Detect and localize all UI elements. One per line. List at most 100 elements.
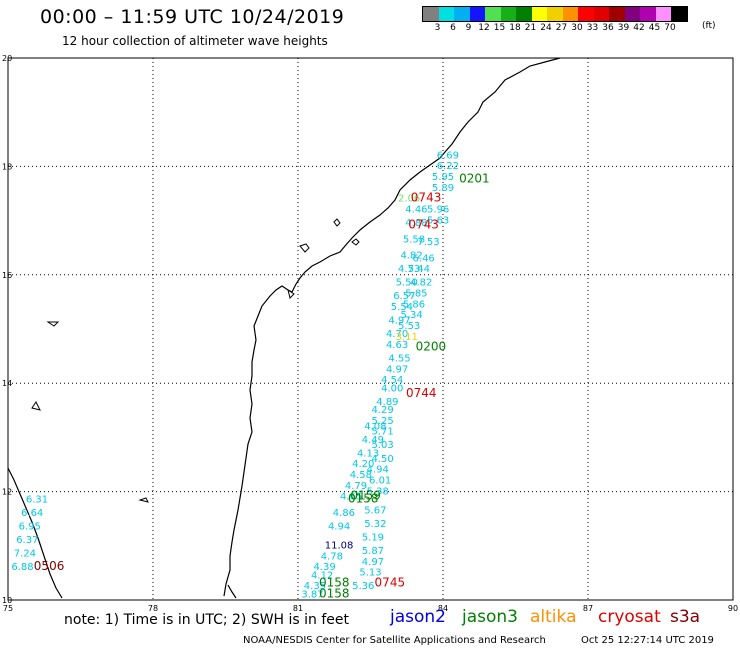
wave-height-value: 4.39 — [313, 562, 335, 573]
pass-time-label: 0745 — [375, 575, 406, 589]
map-title: 00:00 – 11:59 UTC 10/24/2019 — [40, 6, 345, 28]
wave-height-value: 5.67 — [364, 505, 386, 516]
legend-swatch — [624, 7, 640, 21]
wave-height-value: 6.69 — [437, 150, 459, 161]
wave-height-value: 4.97 — [362, 557, 384, 568]
sri-lanka-coast — [227, 584, 237, 599]
island-marker-a — [299, 243, 310, 253]
wave-height-value: 4.54 — [381, 375, 403, 386]
legend-label: 39 — [617, 23, 630, 33]
legend-swatch — [500, 7, 516, 21]
x-tick-label: 84 — [438, 604, 448, 613]
wave-height-value: 5.63 — [427, 215, 449, 226]
wave-height-value: 4.50 — [371, 454, 393, 465]
wave-height-value: 4.13 — [357, 448, 379, 459]
wave-height-value: 6.57 — [393, 291, 415, 302]
pass-time-label: 0159 — [350, 489, 381, 503]
wave-height-value: 6.64 — [21, 508, 43, 519]
wave-height-value: 5.89 — [432, 183, 454, 194]
satellite-label-altika: altika — [530, 607, 577, 627]
legend-swatch — [671, 7, 687, 21]
y-tick-label: 20 — [2, 54, 12, 63]
generated-timestamp: Oct 25 12:27:14 UTC 2019 — [581, 635, 714, 646]
legend-label: 3 — [434, 23, 441, 33]
axis-tick-labels: 75 78 81 84 87 90 20 18 16 14 12 10 — [2, 54, 738, 613]
x-tick-label: 90 — [728, 604, 738, 613]
wave-height-value: 5.54 — [391, 302, 413, 313]
wave-height-value: 5.03 — [371, 440, 393, 451]
wave-height-value: 4.00 — [381, 383, 403, 394]
lat-lon-grid — [8, 58, 733, 600]
wave-height-value: 5.19 — [362, 532, 384, 543]
legend-label: 24 — [540, 23, 552, 33]
wave-height-value: 2.06 — [398, 194, 420, 205]
wave-height-value: 5.13 — [359, 568, 381, 579]
legend-label: 45 — [648, 23, 661, 33]
pass-time-label: 0200 — [416, 340, 447, 354]
legend-label: 27 — [555, 23, 568, 33]
wave-height-value: 6.88 — [11, 562, 33, 573]
legend-swatch — [547, 7, 563, 21]
wave-height-value: 4.35 — [304, 581, 326, 592]
wave-height-value: 5.85 — [405, 288, 427, 299]
coastline — [7, 57, 561, 599]
wave-height-value: 4.97 — [388, 316, 410, 327]
wave-height-value: 4.73 — [398, 264, 420, 275]
pass-time-label: 0201 — [459, 172, 490, 186]
y-tick-label: 14 — [2, 379, 12, 388]
plot-frame — [7, 57, 734, 601]
legend-label: 42 — [633, 23, 645, 33]
wave-height-value: 4.97 — [386, 364, 408, 375]
satellite-label-cryosat: cryosat — [598, 607, 661, 627]
legend-label: 36 — [602, 23, 614, 33]
satellite-label-jason3: jason3 — [462, 607, 518, 627]
wave-height-value: 6.95 — [19, 522, 41, 533]
wave-height-value: 5.87 — [362, 546, 384, 557]
y-tick-label: 16 — [2, 271, 12, 280]
x-tick-label: 75 — [3, 604, 13, 613]
legend-swatch — [640, 7, 656, 21]
pass-time-label: 0506 — [34, 559, 65, 573]
wave-height-value: 4.88 — [405, 218, 427, 229]
pass-time-label: 0743 — [411, 191, 442, 205]
wave-height-value: 4.46 — [405, 204, 427, 215]
legend-label: 33 — [586, 23, 599, 33]
wave-height-value: 4.12 — [311, 570, 333, 581]
legend-label: 70 — [664, 23, 676, 33]
legend-swatch — [423, 7, 439, 21]
legend-label: 21 — [524, 23, 537, 33]
wave-height-observations: 6.696.225.955.89 2.064.46 5.964.88 5.635.58… — [11, 150, 459, 600]
island-marker-f — [138, 497, 149, 503]
legend-swatch — [578, 7, 594, 21]
x-tick-label: 78 — [148, 604, 158, 613]
wave-height-value: 6.22 — [437, 161, 459, 172]
wave-height-value: 4.29 — [371, 405, 393, 416]
wave-height-value: 6.37 — [16, 535, 38, 546]
wave-height-value: 5.86 — [403, 299, 425, 310]
satellite-label-s3a: s3a — [670, 607, 701, 627]
legend-swatch — [469, 7, 485, 21]
wave-height-value: 5.96 — [427, 204, 449, 215]
pass-time-label: 0744 — [406, 386, 437, 400]
x-tick-label: 81 — [293, 604, 303, 613]
credit-line: NOAA/NESDIS Center for Satellite Applica… — [243, 635, 546, 646]
legend-swatch — [454, 7, 470, 21]
legend-label: 12 — [478, 23, 490, 33]
wave-height-value: 5.36 — [352, 581, 374, 592]
color-scale-legend — [422, 6, 688, 22]
wave-height-value: 4.08 — [364, 421, 386, 432]
wave-height-value: 5.25 — [371, 416, 393, 427]
wave-height-value: 4.82 — [410, 278, 432, 289]
y-tick-label: 12 — [2, 488, 12, 497]
wave-height-value: 5.95 — [432, 172, 454, 183]
wave-height-value: 5.53 — [398, 321, 420, 332]
legend-label: 6 — [450, 23, 456, 33]
legend-label: 9 — [465, 23, 472, 33]
satellite-label-jason2: jason2 — [390, 607, 446, 627]
wave-height-value: 4.89 — [376, 397, 398, 408]
wave-height-value: 5.32 — [364, 519, 386, 530]
wave-height-value: 4.58 — [350, 470, 372, 481]
pass-time-label: 0158 — [348, 491, 379, 505]
